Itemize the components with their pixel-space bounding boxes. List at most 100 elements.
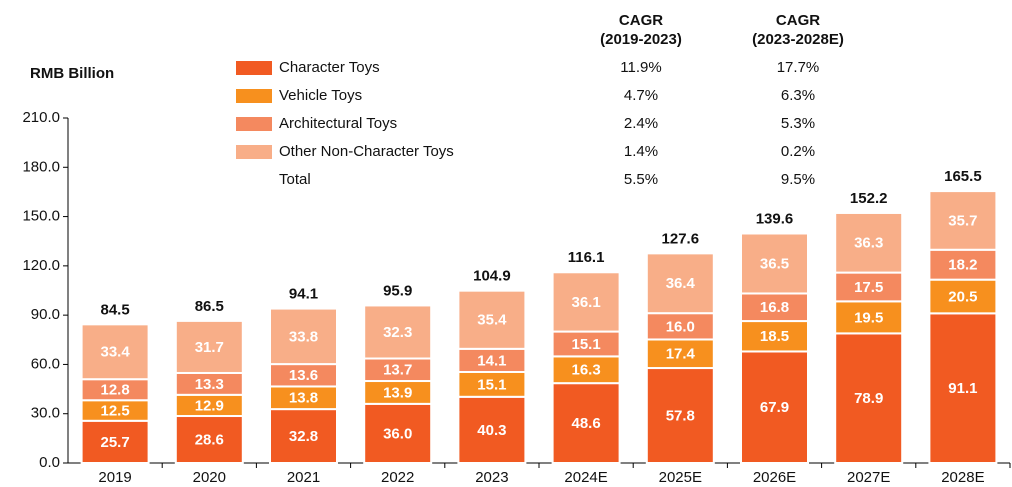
bar-value-label: 16.8 (760, 299, 789, 316)
total-label: 152.2 (850, 190, 888, 207)
x-tick-label: 2025E (659, 469, 702, 486)
bar-value-label: 33.8 (289, 328, 318, 345)
total-legend-label: Total (279, 171, 311, 188)
bar-value-label: 16.3 (571, 362, 600, 379)
bar-value-label: 36.3 (854, 235, 883, 252)
x-tick-label: 2020 (193, 469, 226, 486)
cagr-value: 1.4% (624, 143, 658, 160)
y-tick-label: 150.0 (22, 208, 60, 225)
cagr-value: 5.3% (781, 115, 815, 132)
bar-segment (551, 382, 621, 464)
total-label: 127.6 (662, 230, 700, 247)
legend-swatch (236, 89, 272, 103)
cagr-title: CAGR (776, 12, 820, 29)
bar-segment (740, 320, 809, 353)
bar-value-label: 17.4 (666, 346, 696, 363)
bar-value-label: 36.0 (383, 425, 412, 442)
bar-value-label: 15.1 (571, 336, 600, 353)
cagr-value: 6.3% (781, 87, 815, 104)
cagr-value: 17.7% (777, 59, 820, 76)
bar-value-label: 40.3 (477, 422, 506, 439)
bar-segment (551, 355, 621, 385)
bar-value-label: 12.9 (195, 397, 224, 414)
total-label: 116.1 (568, 249, 605, 266)
y-tick-label: 120.0 (22, 257, 60, 274)
x-tick-label: 2023 (475, 469, 508, 486)
bar-value-label: 67.9 (760, 399, 789, 416)
bar-value-label: 28.6 (195, 431, 224, 448)
y-tick-label: 90.0 (31, 306, 60, 323)
legend-swatch (236, 117, 272, 131)
bar-segment (645, 367, 715, 464)
bar-value-label: 12.8 (100, 382, 129, 399)
bar-value-label: 91.1 (948, 380, 977, 397)
total-label: 94.1 (289, 286, 318, 303)
bar-value-label: 13.3 (195, 376, 224, 393)
y-axis-label: RMB Billion (30, 65, 114, 82)
legend-label: Architectural Toys (279, 115, 397, 132)
bar-value-label: 78.9 (854, 390, 883, 407)
bar-value-label: 19.5 (854, 309, 883, 326)
bar-value-label: 13.7 (383, 362, 412, 379)
bar-value-label: 36.1 (571, 294, 600, 311)
y-tick-label: 0.0 (39, 454, 60, 471)
total-label: 84.5 (100, 301, 129, 318)
bar-value-label: 48.6 (571, 415, 600, 432)
bar-segment (740, 292, 809, 323)
bar-segment (928, 278, 998, 315)
bar-value-label: 57.8 (666, 407, 695, 424)
cagr-value: 0.2% (781, 143, 815, 160)
y-tick-label: 180.0 (22, 158, 60, 175)
y-tick-label: 210.0 (22, 109, 60, 126)
cagr-period: (2019-2023) (600, 31, 682, 48)
bar-value-label: 35.7 (948, 212, 977, 229)
cagr-value: 5.5% (624, 171, 658, 188)
legend-label: Other Non-Character Toys (279, 143, 454, 160)
bar-segment (80, 419, 150, 464)
bar-value-label: 14.1 (477, 352, 506, 369)
cagr-value: 11.9% (620, 59, 661, 76)
bar-value-label: 32.3 (383, 324, 412, 341)
x-tick-label: 2027E (847, 469, 890, 486)
bar-value-label: 33.4 (100, 344, 130, 361)
x-tick-label: 2024E (564, 469, 607, 486)
x-tick-label: 2022 (381, 469, 414, 486)
bar-value-label: 15.1 (477, 376, 506, 393)
x-tick-label: 2026E (753, 469, 796, 486)
total-label: 104.9 (473, 268, 511, 285)
legend-swatch (236, 61, 272, 75)
bar-value-label: 16.0 (666, 318, 695, 335)
bar-segment (363, 402, 433, 465)
cagr-value: 4.7% (624, 87, 658, 104)
legend-label: Vehicle Toys (279, 87, 362, 104)
x-tick-label: 2021 (287, 469, 320, 486)
bar-segment (174, 319, 244, 374)
total-label: 139.6 (756, 210, 794, 227)
bar-value-label: 35.4 (477, 312, 507, 329)
bar-value-label: 20.5 (948, 288, 977, 305)
bar-value-label: 17.5 (854, 279, 883, 296)
x-tick-label: 2028E (941, 469, 984, 486)
bar-segment (269, 408, 338, 465)
bar-segment (834, 300, 904, 335)
bar-segment (363, 304, 433, 360)
cagr-value: 9.5% (781, 171, 815, 188)
bar-value-label: 13.6 (289, 367, 318, 384)
legend-label: Character Toys (279, 59, 380, 76)
y-tick-label: 30.0 (31, 405, 60, 422)
bar-value-label: 25.7 (100, 434, 129, 451)
bar-value-label: 13.9 (383, 384, 412, 401)
bar-value-label: 36.5 (760, 255, 789, 272)
total-label: 165.5 (944, 168, 982, 185)
bar-segment (645, 312, 715, 341)
bar-value-label: 12.5 (100, 402, 129, 419)
cagr-title: CAGR (619, 12, 663, 29)
cagr-period: (2023-2028E) (752, 31, 844, 48)
bar-value-label: 13.8 (289, 390, 318, 407)
bar-segment (269, 307, 338, 366)
legend-swatch (236, 145, 272, 159)
bar-segment (928, 190, 998, 251)
y-tick-label: 60.0 (31, 355, 60, 372)
total-label: 86.5 (195, 298, 224, 315)
